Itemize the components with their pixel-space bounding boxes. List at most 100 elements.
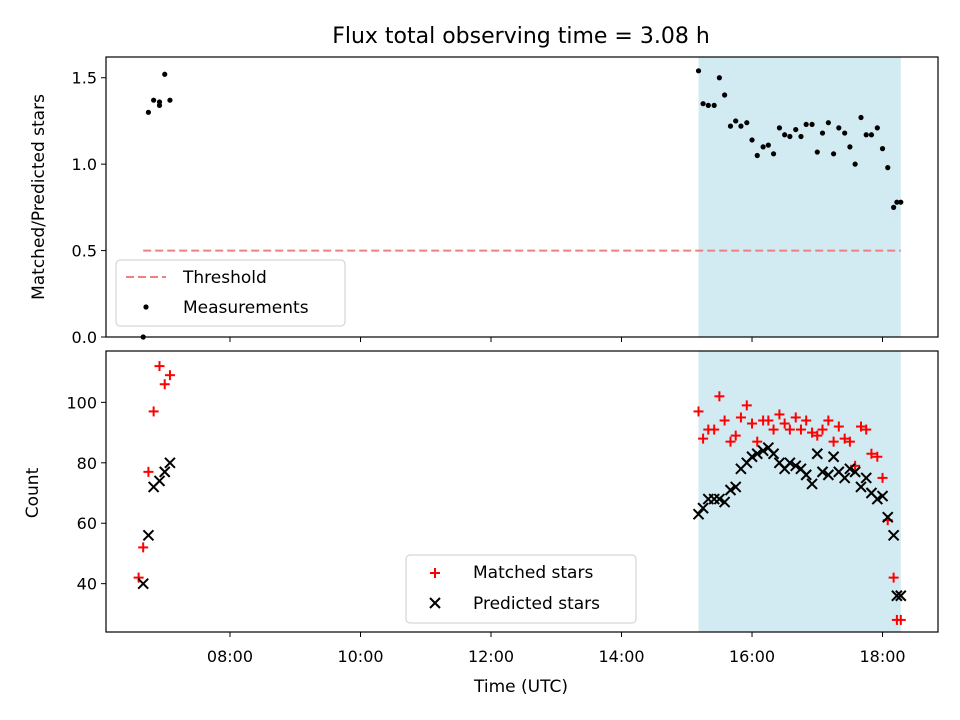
predicted-star-point	[697, 502, 709, 514]
predicted-star-point	[164, 457, 176, 469]
predicted-star-point-b	[751, 448, 763, 460]
measurement-point	[842, 130, 848, 136]
measurement-point	[716, 75, 722, 81]
predicted-star-point	[692, 508, 705, 520]
matched-star-point	[747, 418, 758, 429]
predicted-star-point-b	[849, 466, 861, 478]
matched-star-point	[795, 424, 806, 435]
measurements-legend-swatch	[143, 304, 149, 310]
matched-star-point	[133, 572, 144, 583]
predicted-star-point-b	[153, 475, 166, 487]
predicted-star-point	[784, 457, 796, 469]
predicted-star-point-b	[891, 590, 903, 602]
measurement-point	[891, 204, 897, 210]
predicted-star-point-b	[692, 508, 705, 520]
measurement-point	[765, 142, 771, 148]
xtick-label: 16:00	[729, 647, 775, 666]
measurement-point	[809, 121, 815, 128]
measurement-point	[162, 71, 168, 77]
matched-star-point	[801, 415, 812, 426]
matched-star-point	[888, 572, 899, 583]
matched-star-point	[154, 361, 165, 372]
matched-star-point	[844, 436, 855, 447]
predicted-star-point-b	[718, 496, 731, 508]
predicted-star-point-b	[887, 529, 900, 542]
matched-star-point	[148, 406, 159, 417]
predicted-star-point-b	[882, 511, 894, 523]
xtick-label: 14:00	[598, 647, 644, 666]
matched-star-point	[714, 391, 725, 402]
matched-star-point	[719, 415, 730, 426]
ratio-axes-frame	[105, 56, 939, 338]
predicted-star-point	[891, 590, 903, 602]
measurement-point	[711, 102, 717, 108]
predicted-star-point-b	[137, 577, 149, 590]
matched-star-point	[812, 430, 823, 441]
matched-star-point	[164, 370, 175, 381]
matched-star-point	[839, 433, 850, 444]
predicted-star-point-b	[855, 481, 867, 493]
xtick-label: 18:00	[859, 647, 905, 666]
measurement-point	[894, 199, 900, 205]
matched-star-point	[138, 542, 149, 553]
predicted-star-point-b	[762, 441, 775, 454]
measurement-point	[151, 97, 157, 103]
predicted-legend-marker	[429, 597, 441, 609]
predicted-star-point-b	[795, 463, 807, 475]
matched-star-point	[698, 433, 709, 444]
predicted-star-point	[800, 469, 812, 481]
matched-star-point	[823, 415, 834, 426]
measurement-point	[819, 130, 826, 136]
count-legend: Matched stars Predicted stars	[405, 554, 637, 624]
ratio-ytick-label: 0.0	[72, 328, 97, 347]
measurement-point	[836, 125, 842, 131]
matched-star-point	[752, 436, 763, 447]
ratio-legend: Threshold Measurements	[115, 259, 346, 327]
xtick-label: 10:00	[337, 647, 383, 666]
xtick-label: 08:00	[207, 647, 253, 666]
predicted-star-point	[816, 466, 829, 478]
predicted-star-point-b	[838, 472, 851, 484]
predicted-star-point	[790, 460, 802, 472]
predicted-star-point	[718, 496, 731, 508]
predicted-star-point	[153, 475, 166, 487]
matched-star-point	[828, 436, 839, 447]
measurement-point	[868, 132, 875, 138]
predicted-star-point-b	[822, 469, 835, 481]
predicted-star-point-b	[816, 466, 829, 478]
predicted-star-point-b	[895, 590, 907, 602]
matched-legend-marker	[430, 568, 440, 578]
predicted-star-point-b	[827, 451, 840, 463]
predicted-star-point-b	[784, 457, 796, 469]
predicted-star-point	[767, 448, 780, 460]
predicted-star-point	[751, 448, 763, 460]
measurement-point	[760, 144, 766, 150]
predicted-star-point-b	[757, 445, 769, 457]
matched-star-point	[730, 430, 741, 441]
matched-star-point	[735, 412, 746, 423]
matched-star-point	[741, 400, 752, 411]
xtick-label: 12:00	[468, 647, 514, 666]
predicted-star-point	[871, 493, 884, 505]
predicted-star-point-b	[833, 466, 845, 478]
predicted-star-point	[713, 493, 726, 505]
predicted-star-point-b	[876, 490, 889, 502]
matched-star-point	[817, 424, 828, 435]
matched-star-point	[143, 466, 154, 477]
predicted-star-point	[860, 472, 872, 484]
predicted-star-point-b	[844, 463, 856, 475]
matched-star-point	[768, 424, 779, 435]
measurement-point	[744, 120, 750, 126]
threshold-legend-label: Threshold	[182, 268, 267, 288]
predicted-star-point-b	[713, 493, 726, 505]
count-axes-frame	[105, 350, 939, 633]
predicted-star-point	[876, 490, 889, 502]
matched-star-point	[866, 448, 877, 459]
measurement-point	[156, 99, 163, 105]
predicted-star-point	[159, 466, 171, 478]
predicted-star-point-b	[871, 493, 884, 505]
measurement-point	[754, 152, 760, 159]
predicted-star-point	[838, 472, 851, 484]
measurement-point	[782, 132, 788, 138]
